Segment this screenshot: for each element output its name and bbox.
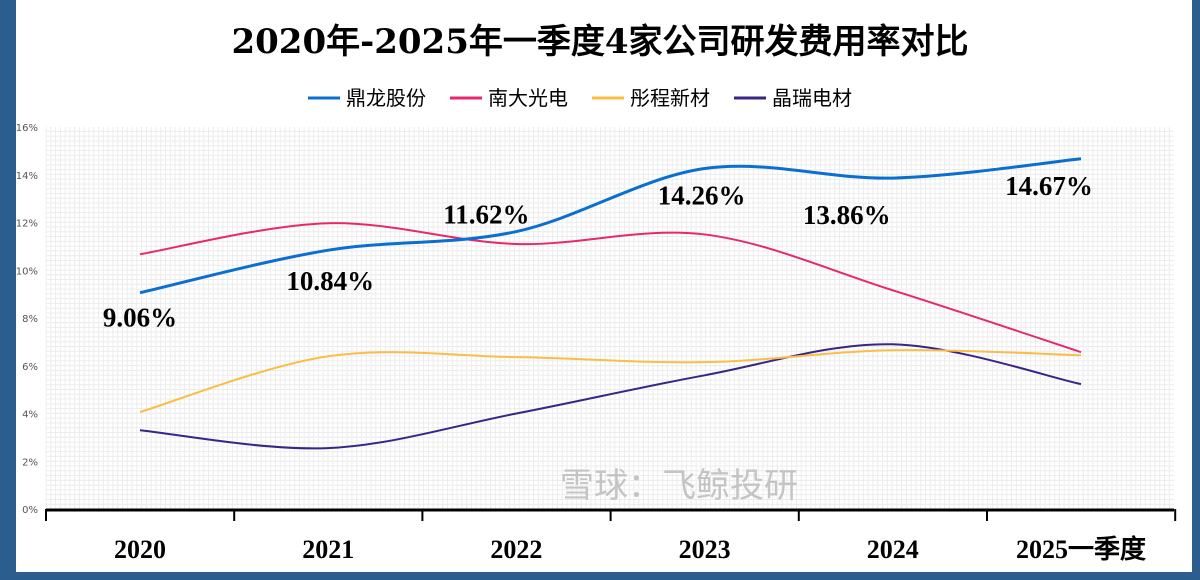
series-line-晶瑞电材 <box>139 343 1082 450</box>
data-label: 9.06% <box>103 303 177 333</box>
data-label: 14.67% <box>1005 171 1093 201</box>
series-line-彤程新材 <box>139 349 1082 414</box>
data-label: 14.26% <box>658 181 746 211</box>
y-tick-label: 4% <box>22 410 38 421</box>
x-tick-label: 2024 <box>867 535 919 564</box>
y-tick-label: 8% <box>22 314 38 325</box>
x-tick-label: 2025一季度 <box>1016 534 1146 564</box>
legend-label: 晶瑞电材 <box>772 86 852 110</box>
y-tick-label: 0% <box>22 505 38 516</box>
watermark: 雪球：飞鲸投研 <box>560 466 798 506</box>
legend-label: 鼎龙股份 <box>346 86 426 110</box>
series-line-南大光电 <box>139 222 1082 354</box>
y-tick-label: 2% <box>22 457 38 468</box>
data-label: 13.86% <box>803 200 891 230</box>
y-tick-label: 6% <box>22 362 38 373</box>
x-tick-label: 2022 <box>490 535 542 564</box>
chart-title: 2020年-2025年一季度4家公司研发费用率对比 <box>231 22 969 62</box>
data-label: 10.84% <box>286 266 374 296</box>
y-tick-label: 12% <box>16 219 38 230</box>
series-line-鼎龙股份 <box>139 157 1082 295</box>
y-tick-label: 14% <box>16 171 38 182</box>
x-tick-label: 2023 <box>679 535 731 564</box>
y-tick-label: 16% <box>16 123 38 134</box>
x-tick-label: 2020 <box>114 535 166 564</box>
chart-frame <box>16 0 1192 572</box>
legend-label: 南大光电 <box>488 86 568 110</box>
x-tick-label: 2021 <box>302 535 354 564</box>
legend-label: 彤程新材 <box>630 86 710 110</box>
data-label: 11.62% <box>443 200 529 230</box>
y-tick-label: 10% <box>16 266 38 277</box>
